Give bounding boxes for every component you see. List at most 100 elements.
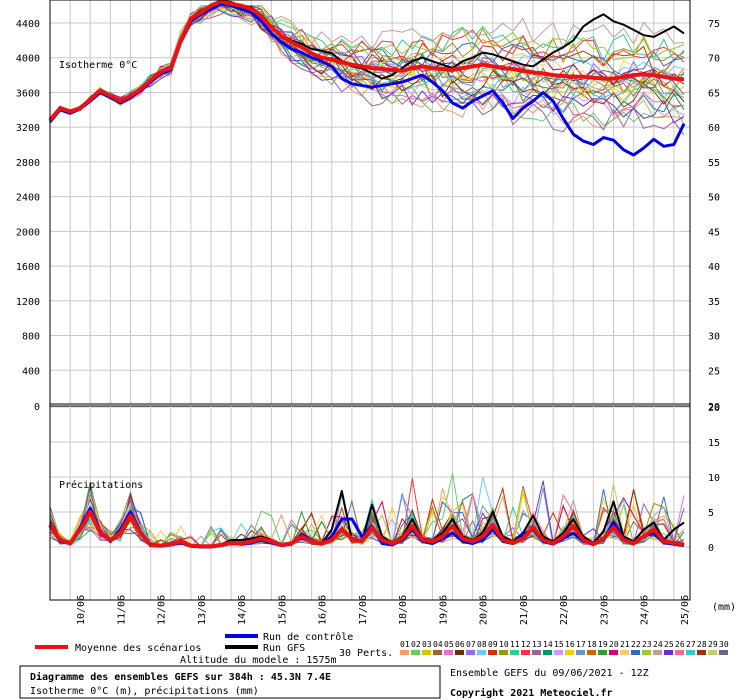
y-right-tick-label: 35	[708, 297, 720, 308]
precipitation-panel: 20 15 10 5 0 Précipitations (mm)	[48, 403, 736, 613]
x-tick-label: 18/06	[398, 595, 409, 625]
isotherm-grid	[49, 0, 690, 404]
precip-right-tick-label: 15	[708, 438, 720, 449]
legend-perts-label: 30 Perts.	[339, 648, 393, 659]
pert-legend-number: 09	[488, 640, 498, 649]
precip-unit-label: (mm)	[712, 602, 736, 613]
pert-legend-swatch	[543, 650, 552, 655]
x-tick-label: 22/06	[559, 595, 570, 625]
pert-legend-swatch	[609, 650, 618, 655]
pert-legend-number: 17	[576, 640, 586, 649]
x-tick-label: 13/06	[197, 595, 208, 625]
pert-legend-swatch	[466, 650, 475, 655]
x-tick-label: 11/06	[116, 595, 127, 625]
pert-legend-number: 02	[411, 640, 421, 649]
pert-legend-swatch	[675, 650, 684, 655]
x-tick-label: 16/06	[318, 595, 329, 625]
pert-legend-number: 21	[620, 640, 630, 649]
legend-mean-label: Moyenne des scénarios	[75, 642, 201, 654]
footer-box	[19, 665, 441, 699]
pert-legend-number: 15	[554, 640, 564, 649]
y-tick-label: 2000	[16, 227, 40, 238]
pert-legend-number: 30	[719, 640, 729, 649]
pert-legend-number: 13	[532, 640, 542, 649]
altitude-label: Altitude du modele : 1575m	[180, 655, 337, 666]
pert-legend-number: 10	[499, 640, 509, 649]
pert-legend-swatch	[477, 650, 486, 655]
pert-legend-number: 08	[477, 640, 487, 649]
x-tick-label: 23/06	[599, 595, 610, 625]
pert-legend-swatch	[521, 650, 530, 655]
pert-legend-swatch	[631, 650, 640, 655]
pert-legend-number: 27	[686, 640, 696, 649]
y-right-tick-label: 70	[708, 54, 720, 65]
perturbation-legend: 01 02 03 04 05 06 07 08 09 10 11 12 13 14 15 16 17 18 19 20…	[400, 640, 729, 655]
pert-legend-swatch	[455, 650, 464, 655]
precip-right-tick-label: 0	[708, 543, 714, 554]
pert-legend-swatch	[411, 650, 420, 655]
pert-legend-number: 03	[422, 640, 432, 649]
y-right-tick-label: 55	[708, 158, 720, 169]
pert-legend-number: 12	[521, 640, 531, 649]
pert-legend-number: 01	[400, 640, 410, 649]
footer-subtitle: Isotherme 0°C (m), précipitations (mm)	[30, 685, 259, 697]
pert-legend-swatch	[587, 650, 596, 655]
pert-legend-swatch	[554, 650, 563, 655]
precip-right-tick-label: 10	[708, 473, 720, 484]
pert-legend-number: 11	[510, 640, 520, 649]
pert-legend-number: 29	[708, 640, 718, 649]
x-tick-label: 12/06	[157, 595, 168, 625]
isotherm-plot-area	[50, 0, 690, 405]
isotherm-main-series	[48, 0, 686, 157]
copyright-label: Copyright 2021 Meteociel.fr	[450, 687, 613, 699]
legend: Moyenne des scénarios Run de contrôle Ru…	[35, 631, 729, 659]
x-tick-label: 25/06	[680, 595, 691, 625]
y-right-tick-label: 20	[708, 402, 720, 413]
pert-legend-number: 16	[565, 640, 575, 649]
x-tick-label: 14/06	[237, 595, 248, 625]
isotherm-y-axis: 4400400036003200280024002000160012008004…	[16, 19, 40, 413]
x-tick-label: 17/06	[358, 595, 369, 625]
pert-legend-number: 05	[444, 640, 454, 649]
x-tick-label: 21/06	[519, 595, 530, 625]
precip-mean-line	[48, 510, 685, 549]
ensemble-label: Ensemble GEFS du 09/06/2021 - 12Z	[450, 668, 649, 679]
y-right-tick-label: 30	[708, 332, 720, 343]
precip-right-tick-label: 20	[708, 403, 720, 414]
pert-legend-swatch	[488, 650, 497, 655]
pert-legend-swatch	[719, 650, 728, 655]
pert-legend-swatch	[565, 650, 574, 655]
legend-control-label: Run de contrôle	[263, 631, 353, 643]
pert-legend-swatch	[642, 650, 651, 655]
y-tick-label: 2400	[16, 193, 40, 204]
pert-legend-swatch	[510, 650, 519, 655]
x-tick-label: 19/06	[438, 595, 449, 625]
pert-legend-number: 26	[675, 640, 685, 649]
precipitation-grid	[49, 406, 690, 600]
y-tick-label: 2800	[16, 158, 40, 169]
pert-legend-number: 19	[598, 640, 608, 649]
pert-legend-swatch	[532, 650, 541, 655]
pert-legend-number: 25	[664, 640, 674, 649]
pert-legend-number: 23	[642, 640, 652, 649]
pert-legend-number: 07	[466, 640, 476, 649]
y-tick-label: 1200	[16, 297, 40, 308]
plot-frame	[49, 0, 691, 601]
pert-legend-swatch	[686, 650, 695, 655]
y-tick-label: 400	[22, 366, 40, 377]
y-tick-label: 4000	[16, 54, 40, 65]
isotherm-panel: 4400400036003200280024002000160012008004…	[16, 0, 720, 413]
isotherm-perturbation-line	[49, 4, 685, 124]
pert-legend-swatch	[653, 650, 662, 655]
x-tick-label: 24/06	[640, 595, 651, 625]
isotherm-mean-line	[48, 0, 685, 122]
pert-legend-number: 14	[543, 640, 553, 649]
pert-legend-number: 04	[433, 640, 443, 649]
pert-legend-swatch	[499, 650, 508, 655]
precipitation-annotation: Précipitations	[59, 479, 143, 491]
precipitation-main-series	[48, 490, 685, 549]
x-axis-labels: 10/06 11/06 12/06 13/06 14/06 15/06 16/06 17/06…	[76, 595, 691, 625]
x-tick-label: 15/06	[277, 595, 288, 625]
pert-legend-swatch	[400, 650, 409, 655]
